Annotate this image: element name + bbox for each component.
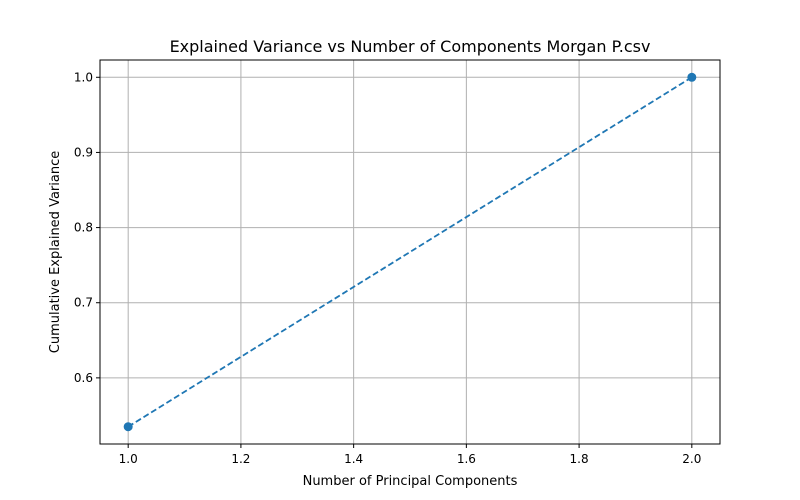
y-tick-label: 0.6 xyxy=(74,371,93,385)
y-tick-label: 0.7 xyxy=(74,296,93,310)
series-layer xyxy=(123,72,697,432)
x-tick-label: 1.6 xyxy=(457,452,476,466)
y-tick-label: 0.8 xyxy=(74,221,93,235)
plot-frame xyxy=(99,59,721,445)
x-axis-ticks: 1.0 1.2 1.4 1.6 1.8 2.0 xyxy=(119,444,701,466)
data-point xyxy=(123,422,133,432)
x-tick-label: 1.2 xyxy=(231,452,250,466)
y-axis-label: Cumulative Explained Variance xyxy=(48,151,63,353)
data-point xyxy=(687,72,697,82)
x-tick-label: 1.4 xyxy=(344,452,363,466)
y-tick-label: 1.0 xyxy=(74,70,93,84)
series-line xyxy=(127,76,693,428)
y-tick-label: 0.9 xyxy=(74,145,93,159)
x-tick-label: 2.0 xyxy=(682,452,701,466)
x-tick-label: 1.0 xyxy=(119,452,138,466)
x-tick-label: 1.8 xyxy=(570,452,589,466)
x-axis-label: Number of Principal Components xyxy=(303,474,518,489)
chart-title: Explained Variance vs Number of Componen… xyxy=(170,37,651,56)
grid xyxy=(100,60,720,444)
y-axis-ticks: 0.6 0.7 0.8 0.9 1.0 xyxy=(74,70,100,385)
